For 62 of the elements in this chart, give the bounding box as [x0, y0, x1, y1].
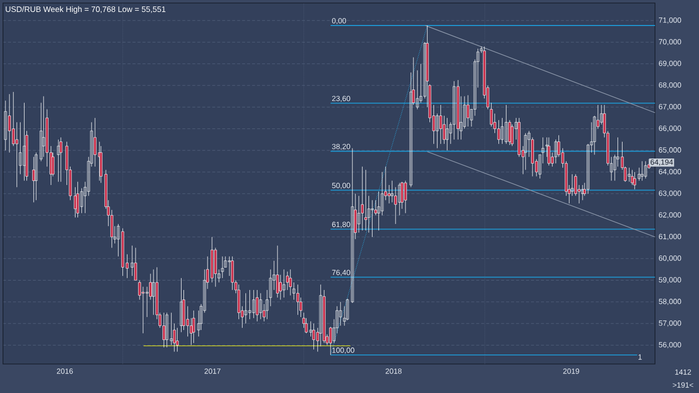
- candlestick: [110, 210, 114, 248]
- candlestick: [15, 122, 18, 188]
- candlestick: [100, 146, 102, 184]
- candlestick: [8, 94, 11, 153]
- candlestick: [34, 152, 38, 200]
- candlestick: [288, 269, 292, 296]
- candlestick: [404, 180, 407, 214]
- candlestick: [388, 184, 391, 204]
- candlestick: [146, 286, 148, 318]
- candlestick: [256, 290, 259, 322]
- candlestick: [628, 167, 631, 182]
- candlestick: [466, 94, 470, 127]
- candlestick: [640, 160, 644, 181]
- candlestick: [94, 118, 96, 167]
- candlestick: [170, 312, 173, 346]
- candlestick: [259, 292, 262, 320]
- candlestick: [282, 269, 286, 298]
- candlestick: [497, 120, 500, 144]
- candlestick: [176, 328, 179, 352]
- candlestick: [18, 122, 22, 174]
- candlestick: [312, 323, 316, 350]
- candlestick: [364, 170, 368, 231]
- candlestick: [630, 170, 634, 186]
- candlestick: [152, 269, 155, 316]
- candlestick: [504, 104, 508, 144]
- candlestick: [370, 200, 374, 238]
- candlestick: [446, 118, 449, 151]
- candlestick: [644, 160, 647, 179]
- candlestick: [574, 174, 578, 196]
- candlestick: [398, 182, 401, 216]
- candlestick: [248, 290, 252, 320]
- candlestick: [276, 245, 279, 298]
- candlestick: [244, 292, 248, 324]
- candlestick: [221, 256, 224, 278]
- candlestick: [76, 182, 80, 218]
- candlestick: [524, 132, 527, 170]
- candlestick: [554, 139, 558, 164]
- candlestick: [292, 282, 296, 300]
- candlestick: [581, 184, 584, 200]
- candlestick: [4, 100, 7, 151]
- candlestick: [214, 248, 217, 287]
- candlestick: [142, 286, 144, 334]
- candlestick: [230, 256, 234, 290]
- candlestick: [130, 245, 134, 276]
- candlestick: [547, 137, 550, 166]
- candlestick: [452, 80, 456, 140]
- candlestick: [510, 124, 514, 146]
- candlestick: [80, 188, 84, 214]
- candlestick: [42, 96, 45, 158]
- candlestick: [350, 148, 354, 304]
- candlestick: [296, 284, 300, 316]
- candlestick: [377, 191, 380, 231]
- candlestick: [56, 139, 60, 182]
- candlestick: [633, 172, 636, 190]
- candlestick: [192, 310, 196, 344]
- candlestick: [500, 118, 504, 144]
- candlestick: [162, 312, 166, 348]
- candlestick: [134, 248, 138, 280]
- candlestick: [252, 290, 256, 318]
- candlestick: [59, 137, 62, 182]
- candlestick: [360, 166, 364, 231]
- candlestick: [439, 104, 442, 144]
